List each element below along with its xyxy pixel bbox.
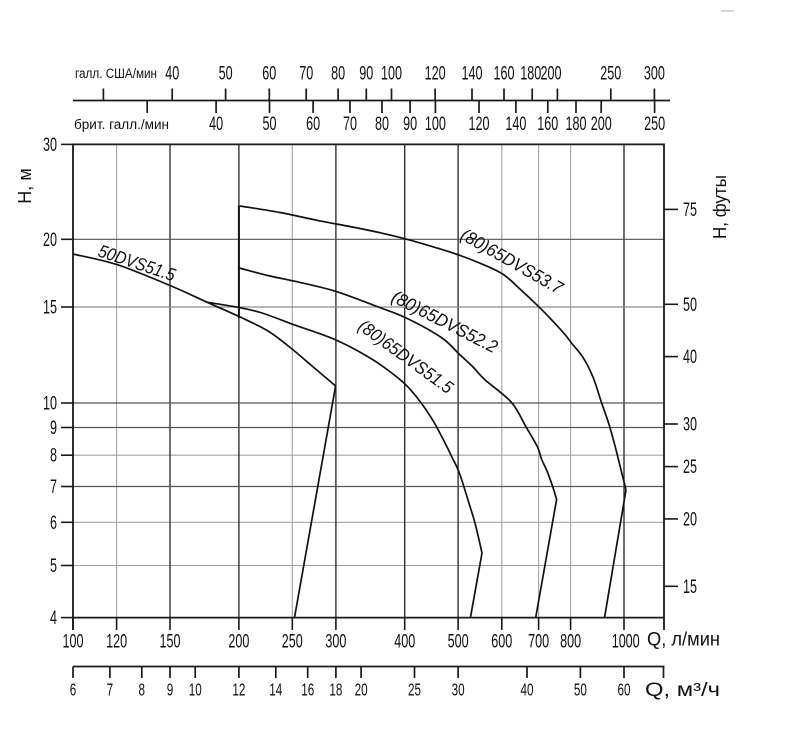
svg-text:180: 180 <box>566 114 587 135</box>
svg-text:90: 90 <box>403 114 417 135</box>
svg-text:300: 300 <box>644 64 665 85</box>
svg-text:500: 500 <box>448 631 469 652</box>
svg-text:8: 8 <box>50 446 57 467</box>
svg-text:50: 50 <box>574 680 587 700</box>
svg-text:20: 20 <box>355 680 368 700</box>
svg-text:50: 50 <box>263 114 277 135</box>
svg-text:140: 140 <box>505 114 526 135</box>
svg-text:Н, футы: Н, футы <box>710 175 730 239</box>
svg-text:50: 50 <box>219 64 233 85</box>
svg-text:20: 20 <box>43 230 57 251</box>
svg-text:1000: 1000 <box>612 631 640 652</box>
svg-text:60: 60 <box>618 680 631 700</box>
svg-text:100: 100 <box>425 114 446 135</box>
svg-text:25: 25 <box>683 457 697 478</box>
svg-text:80: 80 <box>375 114 389 135</box>
svg-text:6: 6 <box>50 513 57 534</box>
svg-text:250: 250 <box>600 64 621 85</box>
svg-text:15: 15 <box>683 577 697 598</box>
svg-text:9: 9 <box>50 418 57 439</box>
svg-text:30: 30 <box>683 415 697 436</box>
svg-text:250: 250 <box>644 114 665 135</box>
svg-text:15: 15 <box>43 298 57 319</box>
svg-text:90: 90 <box>359 64 373 85</box>
svg-text:120: 120 <box>469 114 490 135</box>
svg-text:9: 9 <box>167 680 174 700</box>
svg-text:7: 7 <box>50 477 57 498</box>
svg-text:70: 70 <box>299 64 313 85</box>
svg-text:100: 100 <box>63 631 84 652</box>
svg-text:30: 30 <box>43 135 57 156</box>
svg-text:8: 8 <box>139 680 146 700</box>
svg-text:10: 10 <box>43 394 57 415</box>
svg-text:75: 75 <box>683 200 697 221</box>
svg-text:80: 80 <box>331 64 345 85</box>
svg-text:600: 600 <box>491 631 512 652</box>
svg-text:Q, л/мин: Q, л/мин <box>647 630 720 651</box>
svg-text:7: 7 <box>107 680 114 700</box>
svg-text:140: 140 <box>462 64 483 85</box>
svg-text:800: 800 <box>560 631 581 652</box>
svg-text:60: 60 <box>306 114 320 135</box>
svg-text:10: 10 <box>189 680 202 700</box>
svg-text:70: 70 <box>343 114 357 135</box>
svg-text:100: 100 <box>381 64 402 85</box>
svg-text:120: 120 <box>106 631 127 652</box>
svg-text:180: 180 <box>520 64 541 85</box>
svg-text:4: 4 <box>50 608 57 629</box>
svg-text:40: 40 <box>165 64 179 85</box>
svg-text:200: 200 <box>228 631 249 652</box>
svg-text:12: 12 <box>232 680 245 700</box>
svg-text:6: 6 <box>70 680 77 700</box>
svg-text:700: 700 <box>528 631 549 652</box>
svg-text:40: 40 <box>209 114 223 135</box>
svg-text:18: 18 <box>329 680 342 700</box>
svg-text:галл. США/мин: галл. США/мин <box>75 66 157 81</box>
svg-text:брит. галл./мин: брит. галл./мин <box>74 117 169 132</box>
svg-text:40: 40 <box>521 680 534 700</box>
svg-text:60: 60 <box>262 64 276 85</box>
svg-text:200: 200 <box>541 64 562 85</box>
svg-text:150: 150 <box>160 631 181 652</box>
svg-text:50: 50 <box>683 295 697 316</box>
svg-text:20: 20 <box>683 509 697 530</box>
svg-text:200: 200 <box>591 114 612 135</box>
svg-text:30: 30 <box>452 680 465 700</box>
svg-text:300: 300 <box>325 631 346 652</box>
svg-text:5: 5 <box>50 556 57 577</box>
svg-text:160: 160 <box>537 114 558 135</box>
svg-text:Q, м³/ч: Q, м³/ч <box>645 680 720 701</box>
svg-text:400: 400 <box>394 631 415 652</box>
svg-text:25: 25 <box>408 680 421 700</box>
svg-text:14: 14 <box>269 680 282 700</box>
svg-text:16: 16 <box>301 680 314 700</box>
svg-text:160: 160 <box>494 64 515 85</box>
svg-text:250: 250 <box>282 631 303 652</box>
svg-text:40: 40 <box>683 347 697 368</box>
svg-text:Н, м: Н, м <box>15 168 35 203</box>
svg-text:120: 120 <box>425 64 446 85</box>
